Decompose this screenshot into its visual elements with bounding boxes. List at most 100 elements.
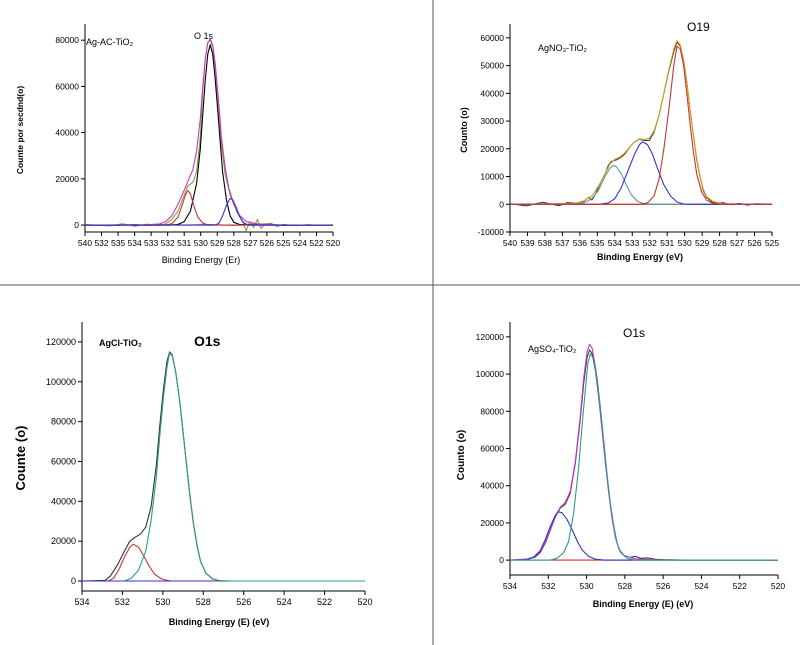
x-tick-label: 534 xyxy=(503,581,517,591)
x-tick-label: 528 xyxy=(713,238,727,248)
panel-agso4-tio2: 534 532 530 528 526 524 522 520 0 20000 40000 60000… xyxy=(456,322,785,609)
series-component-line xyxy=(510,353,778,561)
x-tick-label: 530 xyxy=(579,581,593,591)
x-tick-label: 526 xyxy=(656,581,670,591)
series-component-line xyxy=(510,45,772,205)
y-tick-label: 10000 xyxy=(480,172,504,182)
series-component-line xyxy=(82,352,365,582)
x-tick-label: 532 xyxy=(94,238,108,248)
x-tick-label: 540 xyxy=(78,238,92,248)
x-tick-label: 538 xyxy=(538,238,552,248)
y-tick-label: 30000 xyxy=(480,116,504,126)
x-tick-label: 539 xyxy=(520,238,534,248)
x-axis-label: Binding Energy (E) (eV) xyxy=(169,617,270,627)
y-tick-label: 100000 xyxy=(46,377,76,387)
sample-label: AgCl-TiO₂ xyxy=(99,338,142,348)
y-tick-label: 40000 xyxy=(480,481,504,491)
x-tick-label: 532 xyxy=(541,581,555,591)
x-tick-label: 532 xyxy=(161,238,175,248)
series-raw-line xyxy=(509,41,773,207)
series-envelope-line xyxy=(81,351,365,582)
x-tick-label: 526 xyxy=(747,238,761,248)
series-raw-line xyxy=(84,39,334,232)
sample-label: AgNO₃-TiO₂ xyxy=(538,43,587,53)
x-tick-label: 522 xyxy=(733,581,747,591)
y-tick-label: 60000 xyxy=(480,33,504,43)
plot-frame xyxy=(81,322,365,592)
y-tick-label: 20000 xyxy=(55,174,79,184)
series-component-line xyxy=(85,44,333,226)
y-tick-label: -10000 xyxy=(478,227,505,237)
axis-ticks: 540 532 535 534 533 532 531 530 529 528 527 526 525 5… xyxy=(55,35,340,248)
series-group xyxy=(509,343,778,561)
x-tick-label: 524 xyxy=(277,597,292,607)
chart-title: O19 xyxy=(687,20,710,34)
x-tick-label: 530 xyxy=(678,238,692,248)
y-tick-label: 20000 xyxy=(480,518,504,528)
y-tick-label: 50000 xyxy=(480,61,504,71)
series-component-line xyxy=(85,189,333,226)
x-tick-label: 530 xyxy=(155,597,170,607)
series-group xyxy=(81,351,365,582)
x-axis-label: Binding Energy (eV) xyxy=(597,252,683,262)
plot-frame xyxy=(509,24,772,233)
x-tick-label: 540 xyxy=(503,238,517,248)
axis-ticks: 534 532 530 528 526 524 522 520 0 20000 40000 60000… xyxy=(46,337,373,607)
x-tick-label: 524 xyxy=(694,581,708,591)
x-tick-label: 535 xyxy=(590,238,604,248)
plot-frame xyxy=(509,322,778,576)
series-envelope-line xyxy=(509,40,772,205)
x-tick-label: 526 xyxy=(260,238,274,248)
x-tick-label: 532 xyxy=(643,238,657,248)
x-tick-label: 536 xyxy=(573,238,587,248)
series-component-line xyxy=(510,164,772,205)
y-tick-label: 0 xyxy=(74,220,79,230)
axis-ticks: 540 539 538 537 536 535 534 533 532 531 530 529 528 5… xyxy=(478,33,780,248)
plot-frame xyxy=(84,24,333,233)
x-tick-label: 520 xyxy=(357,597,372,607)
x-tick-label: 530 xyxy=(194,238,208,248)
x-tick-label: 528 xyxy=(618,581,632,591)
sample-label: AgSO₄-TiO₂ xyxy=(528,344,577,354)
x-axis-label: Binding Energy (Er) xyxy=(162,255,241,265)
y-tick-label: 120000 xyxy=(46,337,76,347)
x-tick-label: 522 xyxy=(309,238,323,248)
x-tick-label: 520 xyxy=(326,238,340,248)
y-tick-label: 40000 xyxy=(51,496,76,506)
panel-ag-ac-tio2: 540 532 535 534 533 532 531 530 529 528 527 526 525 5… xyxy=(15,24,340,265)
x-tick-label: 532 xyxy=(115,597,130,607)
x-tick-label: 534 xyxy=(128,238,142,248)
x-tick-label: 534 xyxy=(608,238,622,248)
x-tick-label: 525 xyxy=(276,238,290,248)
y-tick-label: 20000 xyxy=(51,536,76,546)
y-tick-label: 80000 xyxy=(480,406,504,416)
x-tick-label: 533 xyxy=(625,238,639,248)
y-tick-label: 0 xyxy=(499,199,504,209)
x-tick-label: 534 xyxy=(74,597,89,607)
x-axis-label: Binding Energy (E) (eV) xyxy=(593,599,694,609)
y-axis-label: Counto (o) xyxy=(456,430,467,481)
chart-title: O 1s xyxy=(194,31,214,41)
series-group xyxy=(84,38,334,232)
x-tick-label: 531 xyxy=(177,238,191,248)
chart-title: O1s xyxy=(194,333,221,349)
series-envelope-line xyxy=(84,38,333,226)
y-tick-label: 60000 xyxy=(480,444,504,454)
x-tick-label: 535 xyxy=(111,238,125,248)
series-group xyxy=(509,40,773,207)
y-tick-label: 0 xyxy=(71,576,76,586)
x-tick-label: 520 xyxy=(771,581,785,591)
x-tick-label: 527 xyxy=(243,238,257,248)
chart-title: O1s xyxy=(623,326,645,340)
x-tick-label: 529 xyxy=(210,238,224,248)
y-tick-label: 100000 xyxy=(476,369,505,379)
x-tick-label: 528 xyxy=(196,597,211,607)
x-tick-label: 527 xyxy=(730,238,744,248)
x-tick-label: 525 xyxy=(765,238,779,248)
y-tick-label: 40000 xyxy=(480,88,504,98)
y-tick-label: 80000 xyxy=(51,417,76,427)
axis-ticks: 534 532 530 528 526 524 522 520 0 20000 40000 60000… xyxy=(476,332,786,591)
x-tick-label: 528 xyxy=(227,238,241,248)
series-component-line xyxy=(85,197,333,226)
